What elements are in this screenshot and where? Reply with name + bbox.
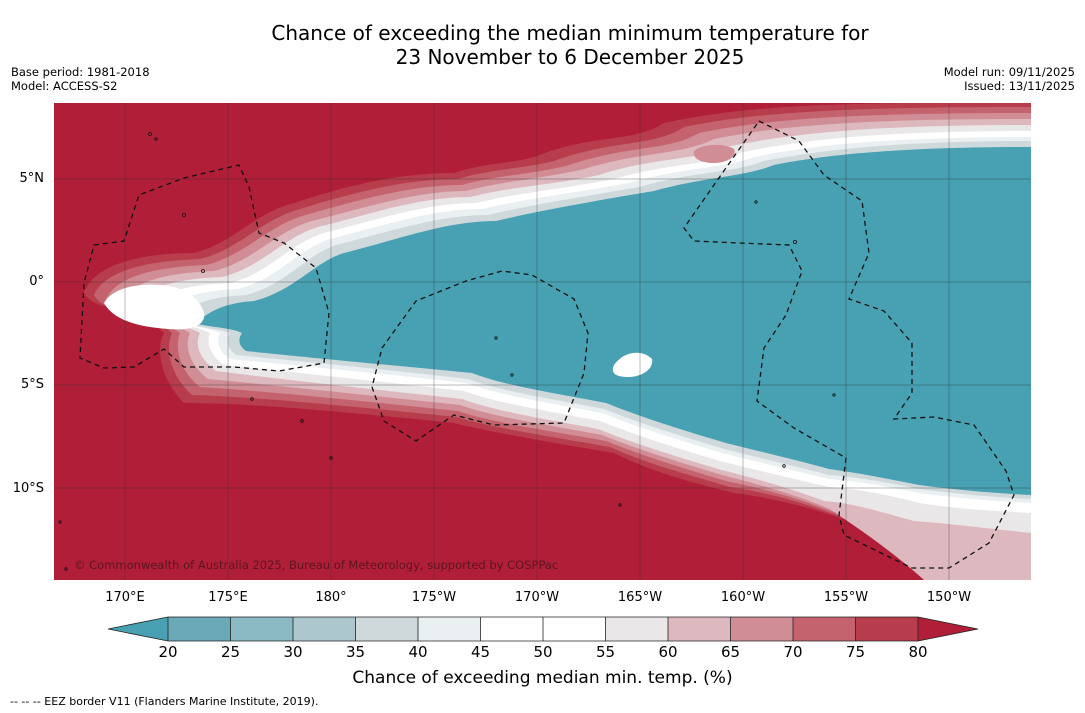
colorbar-25-30 [230, 617, 293, 641]
colorbar-tick-30: 30 [283, 643, 303, 661]
colorbar-60-65 [668, 617, 731, 641]
colorbar-below-20 [108, 617, 168, 641]
lon-label-175e: 175°E [208, 590, 248, 605]
probability-map: © Commonwealth of Australia 2025, Bureau… [54, 103, 1031, 580]
colorbar [107, 612, 979, 646]
colorbar-50-55 [543, 617, 606, 641]
south-white-patch [612, 352, 653, 377]
colorbar-svg [107, 616, 979, 642]
lat-label-10s: 10°S [12, 481, 44, 496]
title-line-2: 23 November to 6 December 2025 [395, 45, 745, 69]
colorbar-tick-80: 80 [908, 643, 928, 661]
colorbar-tick-35: 35 [345, 643, 366, 661]
islands [58, 132, 836, 571]
colorbar-tick-40: 40 [408, 643, 428, 661]
chart-title: Chance of exceeding the median minimum t… [0, 21, 1085, 69]
meta-right: Model run: 09/11/2025 Issued: 13/11/2025 [944, 65, 1075, 93]
north-pink-patch [693, 144, 735, 163]
colorbar-tick-70: 70 [783, 643, 803, 661]
colorbar-75-80 [855, 617, 918, 641]
colorbar-65-70 [730, 617, 793, 641]
lon-label-160w: 160°W [720, 590, 766, 605]
colorbar-55-60 [605, 617, 668, 641]
colorbar-tick-45: 45 [470, 643, 491, 661]
colorbar-title: Chance of exceeding median min. temp. (%… [352, 668, 733, 688]
colorbar-tick-65: 65 [720, 643, 741, 661]
map-svg [54, 103, 1031, 580]
model-name: Model: ACCESS-S2 [11, 79, 118, 93]
lon-label-180: 180° [315, 590, 347, 605]
eez-legend-note: -- -- -- EEZ border V11 (Flanders Marine… [10, 695, 319, 708]
lon-label-165w: 165°W [617, 590, 663, 605]
colorbar-35-40 [355, 617, 418, 641]
colorbar-tick-20: 20 [158, 643, 178, 661]
title-line-1: Chance of exceeding the median minimum t… [271, 21, 869, 45]
colorbar-above-80 [918, 617, 978, 641]
colorbar-20-25 [168, 617, 231, 641]
meta-left: Base period: 1981-2018 Model: ACCESS-S2 [11, 65, 150, 93]
lon-label-150w: 150°W [926, 590, 972, 605]
graticule [54, 103, 1031, 580]
colorbar-30-35 [293, 617, 356, 641]
model-run: Model run: 09/11/2025 [943, 65, 1075, 79]
colorbar-45-50 [480, 617, 543, 641]
copyright-notice: © Commonwealth of Australia 2025, Bureau… [74, 558, 559, 572]
eez-borders [79, 120, 1015, 569]
lon-label-170w: 170°W [514, 590, 560, 605]
colorbar-tick-55: 55 [595, 643, 616, 661]
lat-label-5n: 5°N [19, 171, 45, 186]
west-white-patch [104, 284, 205, 330]
issued-date: Issued: 13/11/2025 [964, 79, 1075, 93]
colorbar-tick-25: 25 [220, 643, 241, 661]
lat-label-5s: 5°S [20, 377, 44, 392]
colorbar-40-45 [418, 617, 481, 641]
colorbar-tick-75: 75 [845, 643, 866, 661]
lon-label-170e: 170°E [105, 590, 145, 605]
colorbar-tick-60: 60 [658, 643, 678, 661]
lat-label-0: 0° [29, 274, 44, 289]
colorbar-tick-50: 50 [533, 643, 553, 661]
band-below-20 [196, 147, 1031, 495]
base-period: Base period: 1981-2018 [11, 65, 150, 79]
colorbar-70-75 [793, 617, 856, 641]
lon-label-175w: 175°W [411, 590, 457, 605]
lon-label-155w: 155°W [823, 590, 869, 605]
